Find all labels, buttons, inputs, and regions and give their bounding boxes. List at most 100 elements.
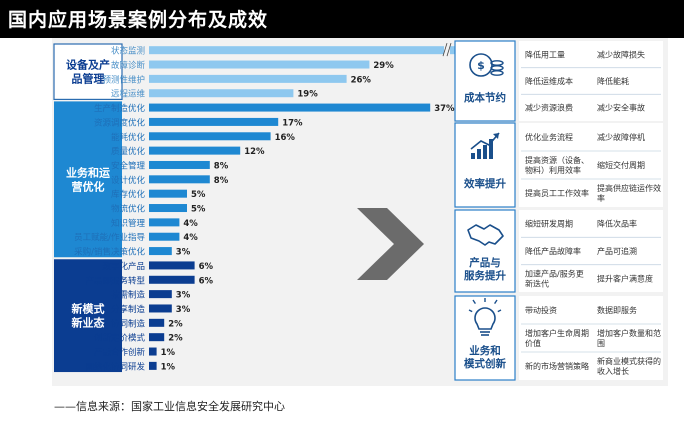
benefit-icon-box-3	[454, 295, 516, 381]
benefit-title-2: 产品与服务提升	[464, 256, 506, 282]
bar-2-7	[149, 361, 157, 370]
header-bar: 国内应用场景案例分布及成效	[0, 0, 684, 38]
benefit-item-3-0: 带动投资	[525, 305, 557, 315]
bar-label-1-1: 资源调度优化	[94, 117, 146, 128]
value-label-1-8: 4%	[183, 219, 198, 229]
benefit-grid-1	[519, 123, 663, 207]
lightbulb-icon	[468, 298, 502, 336]
bar-1-3	[149, 146, 241, 155]
benefit-item-0-3: 降低能耗	[597, 76, 629, 86]
bar-1-9	[149, 232, 180, 241]
bar-label-2-4: 协同制造	[111, 318, 146, 329]
benefit-item-0-0: 降低用工量	[525, 49, 565, 59]
page-title: 国内应用场景案例分布及成效	[8, 9, 269, 31]
bar-1-7	[149, 204, 187, 213]
bar-label-0-1: 故障诊断	[111, 60, 146, 71]
bar-0-3	[149, 89, 294, 98]
benefit-item-2-3: 产品可追溯	[597, 246, 637, 256]
benefit-grid-2	[519, 210, 663, 292]
chevron-arrow-icon	[357, 208, 424, 280]
bar-label-1-8: 知识管理	[111, 218, 146, 229]
benefit-item-2-2: 降低产品故障率	[525, 246, 581, 256]
benefit-title-0: 成本节约	[464, 91, 506, 104]
benefit-item-3-3: 增加客户数量和范围	[597, 328, 661, 348]
group-box-1	[54, 101, 122, 258]
bar-label-1-9: 员工赋能/作业指导	[74, 232, 145, 243]
benefit-item-3-2: 增加客户生命周期价值	[525, 328, 589, 348]
bar-label-1-0: 生产制造优化	[94, 103, 146, 114]
benefit-item-0-5: 减少安全事故	[597, 103, 645, 113]
bar-1-6	[149, 189, 187, 198]
handshake-icon	[467, 224, 504, 246]
bar-label-1-10: 采购/销售决策优化	[74, 247, 145, 258]
value-label-1-4: 8%	[214, 161, 229, 171]
value-label-2-1: 6%	[199, 276, 214, 286]
bar-1-8	[149, 218, 180, 227]
group-label-1: 业务和运营优化	[66, 165, 110, 193]
value-label-2-4: 2%	[168, 319, 183, 329]
value-label-1-0: 37%	[434, 104, 455, 114]
value-label-1-10: 3%	[176, 248, 191, 258]
benefit-grid-3	[519, 296, 663, 380]
value-label-1-7: 5%	[191, 205, 206, 215]
bar-label-2-5: 创新定价模式	[94, 333, 146, 344]
value-label-2-7: 1%	[161, 362, 176, 372]
value-label-2-3: 3%	[176, 305, 191, 315]
value-label-1-1: 17%	[282, 118, 303, 128]
value-label-0-1: 29%	[373, 61, 394, 71]
bar-label-1-4: 安全管理	[111, 160, 146, 171]
bar-0-0	[149, 46, 476, 55]
bar-2-6	[149, 347, 157, 356]
value-label-1-2: 16%	[275, 133, 296, 143]
value-label-2-0: 6%	[199, 262, 214, 272]
value-label-2-6: 1%	[161, 348, 176, 358]
group-label-2: 新模式新业态	[72, 302, 105, 330]
benefit-item-2-0: 缩短研发周期	[525, 219, 573, 229]
benefit-title-3: 业务和模式创新	[464, 344, 506, 370]
group-label-0: 设备及产品管理	[66, 58, 110, 86]
bar-2-1	[149, 275, 195, 284]
benefit-item-1-5: 提高供应链运作效率	[597, 183, 661, 203]
bar-label-1-2: 能耗优化	[111, 132, 146, 143]
value-label-0-2: 26%	[351, 75, 372, 85]
benefit-item-1-2: 提高资源（设备、物料）利用效率	[525, 155, 589, 175]
bar-1-5	[149, 175, 210, 184]
value-label-1-5: 8%	[214, 176, 229, 186]
bar-0-2	[149, 74, 347, 83]
benefit-icon-box-0	[454, 40, 516, 122]
benefit-item-1-4: 提高员工工作效率	[525, 188, 589, 198]
benefit-item-2-1: 降低次品率	[597, 219, 637, 229]
value-label-2-2: 3%	[176, 291, 191, 301]
benefit-item-0-2: 降低运维成本	[525, 76, 573, 86]
benefit-icon-box-2	[454, 209, 516, 293]
bar-1-4	[149, 160, 210, 169]
bar-label-1-7: 物流优化	[111, 204, 146, 215]
source-note: ——信息来源：国家工业信息安全发展研究中心	[54, 400, 285, 413]
value-label-1-9: 4%	[183, 233, 198, 243]
value-label-0-3: 19%	[297, 90, 318, 100]
benefit-icon-box-1	[454, 122, 516, 208]
benefit-title-1: 效率提升	[464, 177, 506, 190]
bar-label-1-6: 库存优化	[111, 189, 146, 200]
bar-label-2-6: 产融合作创新	[94, 347, 146, 358]
bar-1-10	[149, 247, 172, 256]
bar-2-5	[149, 333, 165, 342]
benefit-item-0-4: 减少资源浪费	[525, 103, 573, 113]
axis-break-mark	[442, 43, 452, 57]
bar-2-3	[149, 304, 172, 313]
bar-0-1	[149, 60, 370, 69]
svg-text:$: $	[477, 59, 485, 72]
benefit-item-1-3: 缩短交付周期	[597, 160, 645, 170]
benefit-grid-0	[519, 41, 663, 121]
bar-label-2-7: 网络化协同研发	[85, 361, 145, 372]
bar-1-2	[149, 132, 271, 141]
bar-label-0-0: 状态监测	[111, 46, 145, 57]
benefit-item-1-1: 减少故障停机	[597, 132, 645, 142]
benefit-item-0-1: 减少故障损失	[597, 49, 645, 59]
benefit-item-3-1: 数据即服务	[597, 305, 637, 315]
bar-2-2	[149, 290, 172, 299]
group-box-2	[54, 259, 122, 373]
group-box-0	[53, 43, 123, 101]
